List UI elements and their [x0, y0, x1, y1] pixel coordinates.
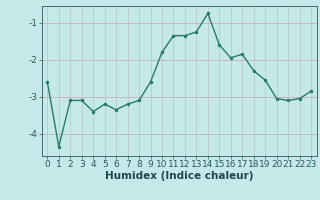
X-axis label: Humidex (Indice chaleur): Humidex (Indice chaleur) [105, 171, 253, 181]
